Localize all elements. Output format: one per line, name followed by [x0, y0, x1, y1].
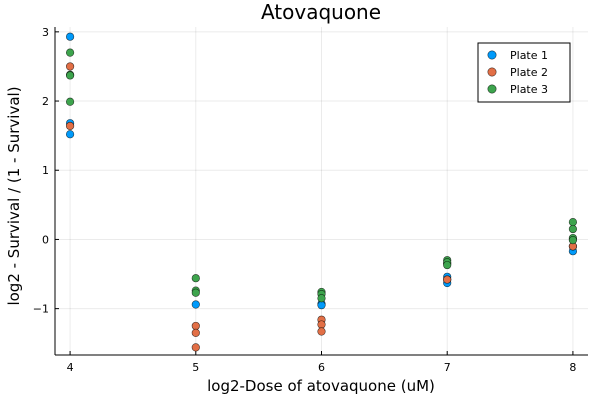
data-points — [65, 32, 578, 352]
data-point — [317, 294, 326, 303]
x-tick-label: 4 — [67, 361, 74, 374]
legend-marker — [487, 67, 497, 77]
y-tick-label: 2 — [42, 95, 49, 108]
legend-marker — [487, 50, 497, 60]
legend-marker — [487, 84, 497, 94]
legend-label: Plate 3 — [510, 83, 548, 96]
x-tick-label: 8 — [569, 361, 576, 374]
data-point — [568, 224, 578, 234]
y-tick-label: 3 — [42, 26, 49, 39]
data-point — [65, 62, 75, 71]
data-point — [65, 97, 75, 106]
x-tick-label: 7 — [444, 361, 451, 374]
legend-label: Plate 2 — [510, 66, 548, 79]
data-point — [443, 275, 452, 284]
data-point — [317, 327, 326, 336]
y-tick-label: −1 — [33, 303, 49, 316]
legend: Plate 1 Plate 2 Plate 3 — [477, 42, 571, 103]
x-ticks: 4 5 6 7 8 — [67, 351, 576, 374]
data-point — [191, 321, 200, 331]
y-tick-label: 1 — [42, 164, 49, 177]
data-point — [317, 320, 326, 329]
data-point — [568, 218, 578, 227]
data-point — [317, 301, 326, 310]
data-point — [65, 71, 75, 80]
data-point — [65, 32, 75, 41]
data-point — [191, 328, 200, 337]
x-tick-label: 6 — [318, 361, 325, 374]
chart-title: Atovaquone — [261, 0, 381, 24]
data-point — [443, 260, 452, 270]
data-point — [65, 121, 75, 131]
x-axis-label: log2-Dose of atovaquone (uM) — [207, 377, 435, 395]
data-point — [191, 343, 200, 352]
legend-label: Plate 1 — [510, 49, 548, 62]
data-point — [191, 288, 200, 297]
data-point — [191, 300, 200, 309]
x-tick-label: 5 — [192, 361, 199, 374]
data-point — [191, 274, 200, 283]
y-axis-label: log2 - Survival / (1 - Survival) — [5, 86, 23, 305]
data-point — [65, 48, 75, 57]
data-point — [568, 236, 578, 245]
y-tick-label: 0 — [42, 233, 49, 246]
series-plate-3 — [65, 48, 578, 303]
data-point — [65, 130, 75, 139]
y-ticks: −1 0 1 2 3 — [33, 26, 59, 316]
